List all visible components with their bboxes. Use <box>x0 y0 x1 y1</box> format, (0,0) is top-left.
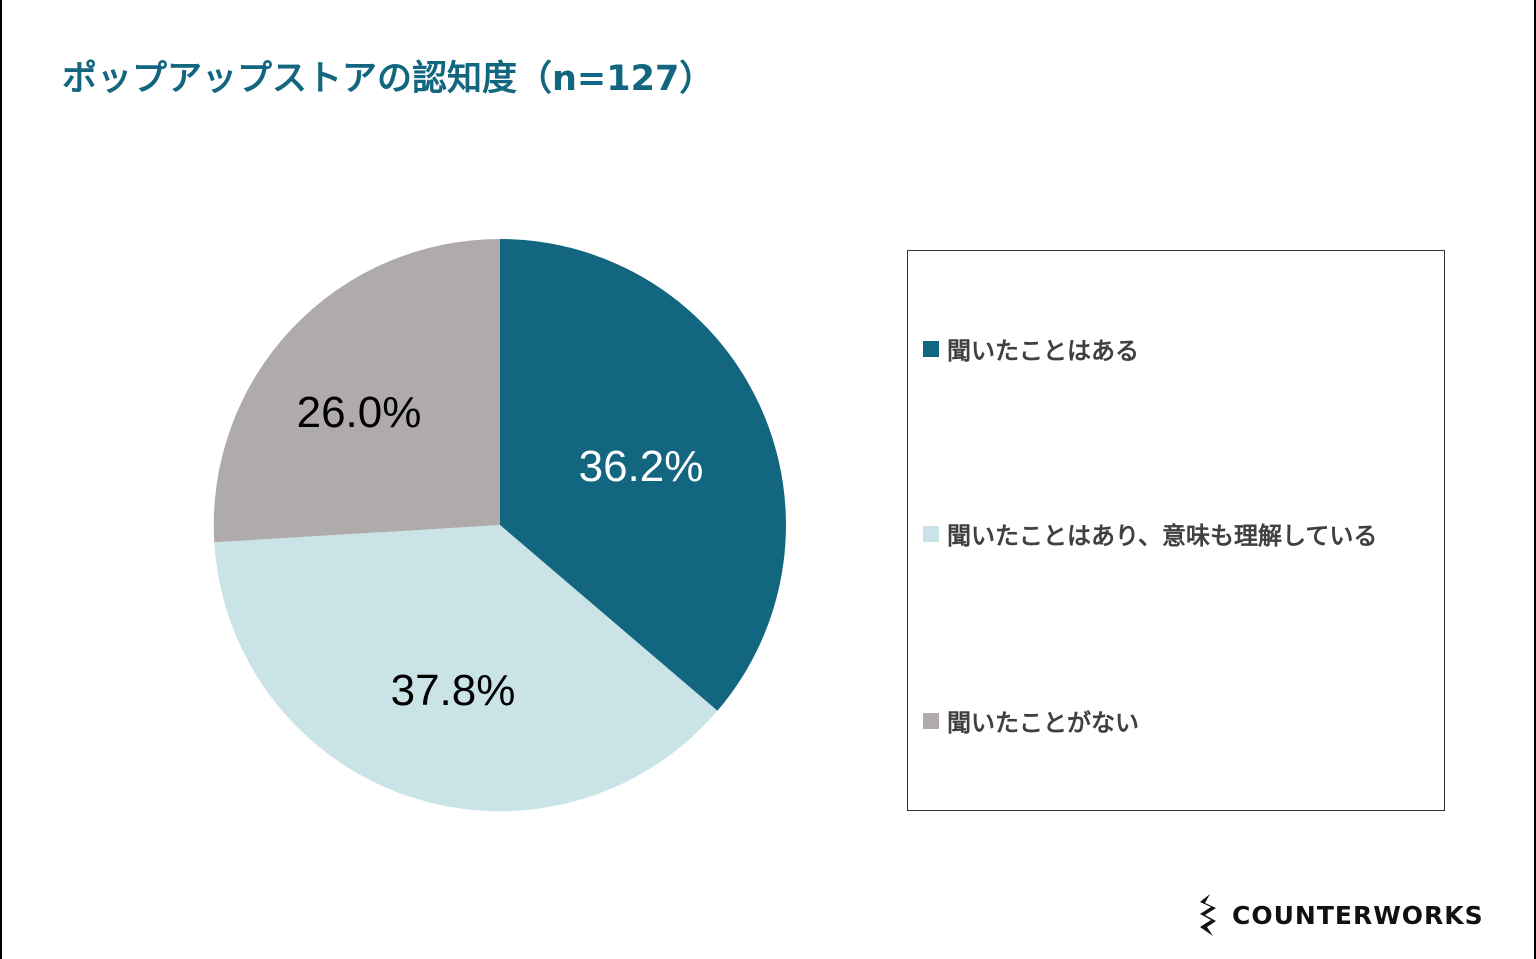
legend-swatch-never <box>923 712 939 729</box>
pie-slice-heard <box>500 239 786 711</box>
pie-slice-never <box>213 238 500 543</box>
legend-label-heard: 聞いたことはある <box>947 337 1139 365</box>
legend-swatch-heard <box>923 340 939 357</box>
pie-label-heard: 36.2% <box>579 442 704 491</box>
pie-label-understood: 37.8% <box>391 666 516 715</box>
legend: 聞いたことはある 聞いたことはあり、意味も理解している 聞いたことがない <box>907 250 1445 811</box>
pie-slice-understood <box>214 525 718 812</box>
counterworks-logo: COUNTERWORKS <box>1196 893 1484 937</box>
logo-text: COUNTERWORKS <box>1232 900 1484 930</box>
legend-label-never: 聞いたことがない <box>947 709 1139 737</box>
chart-title: ポップアップストアの認知度（n=127） <box>62 59 715 99</box>
legend-item-heard: 聞いたことはある <box>923 331 1139 366</box>
legend-label-understood: 聞いたことはあり、意味も理解している <box>947 522 1378 550</box>
zigzag-logo-icon <box>1200 894 1216 936</box>
legend-item-understood: 聞いたことはあり、意味も理解している <box>923 516 1377 551</box>
legend-swatch-understood <box>923 525 939 542</box>
pie-label-never: 26.0% <box>297 388 422 437</box>
legend-item-never: 聞いたことがない <box>923 703 1139 738</box>
